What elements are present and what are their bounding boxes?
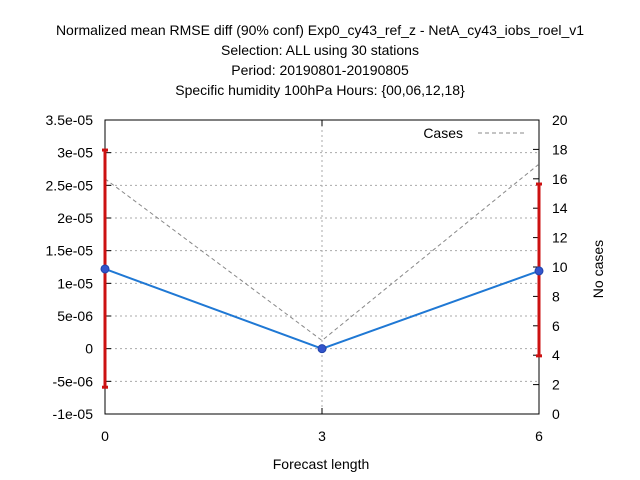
- chart-title-line-4: Specific humidity 100hPa Hours: {00,06,1…: [175, 82, 465, 98]
- y-right-tick-label: 20: [552, 112, 568, 128]
- y-axis-label-right: No cases: [590, 240, 606, 298]
- legend: Cases: [423, 125, 524, 141]
- y-right-tick-label: 16: [552, 171, 568, 187]
- y-left-tick-label: -1e-05: [53, 406, 94, 422]
- x-tick-label: 6: [535, 428, 543, 444]
- y-right-tick-label: 2: [552, 377, 560, 393]
- chart-title: Normalized mean RMSE diff (90% conf) Exp…: [56, 22, 584, 98]
- y-left-tick-label: 2e-05: [57, 210, 93, 226]
- chart-title-line-3: Period: 20190801-20190805: [231, 62, 409, 78]
- y-right-tick-label: 4: [552, 347, 560, 363]
- y-right-tick-label: 8: [552, 288, 560, 304]
- x-tick-label: 3: [318, 428, 326, 444]
- legend-label-cases: Cases: [423, 125, 463, 141]
- y-right-tick-label: 0: [552, 406, 560, 422]
- y-left-tick-label: 1e-05: [57, 275, 93, 291]
- y-right-tick-label: 6: [552, 318, 560, 334]
- y-left-tick-label: -5e-06: [53, 373, 94, 389]
- x-axis-label: Forecast length: [273, 456, 370, 472]
- data-point: [100, 264, 110, 274]
- y-left-tick-label: 0: [85, 341, 93, 357]
- y-right-tick-label: 18: [552, 141, 568, 157]
- y-left-tick-label: 5e-06: [57, 308, 93, 324]
- data-point: [317, 344, 327, 354]
- chart-title-line-2: Selection: ALL using 30 stations: [221, 42, 419, 58]
- axes: -1e-05 -5e-06 0 5e-06 1e-05 1.5e-05 2e-05 2.5e-…: [46, 112, 568, 444]
- y-right-tick-label: 14: [552, 200, 568, 216]
- y-left-tick-label: 3.5e-05: [46, 112, 94, 128]
- grid: [105, 120, 539, 414]
- y-left-tick-label: 3e-05: [57, 145, 93, 161]
- y-left-tick-label: 2.5e-05: [46, 177, 94, 193]
- x-tick-label: 0: [101, 428, 109, 444]
- y-right-tick-label: 10: [552, 259, 568, 275]
- y-left-tick-label: 1.5e-05: [46, 243, 94, 259]
- chart-title-line-1: Normalized mean RMSE diff (90% conf) Exp…: [56, 22, 584, 38]
- y-right-tick-label: 12: [552, 230, 568, 246]
- cases-line: [104, 163, 540, 342]
- data-point: [534, 266, 544, 276]
- plot-area: [100, 148, 544, 389]
